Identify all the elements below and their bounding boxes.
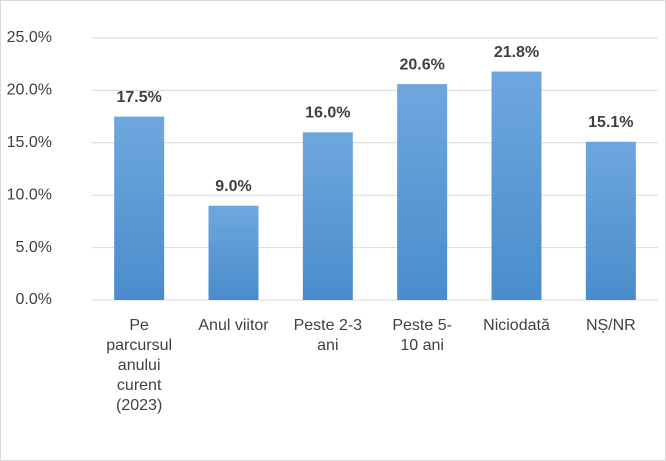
data-label: 17.5% xyxy=(116,89,161,106)
x-tick-label: Peste 2-3 ani xyxy=(293,317,363,354)
bar xyxy=(302,132,353,300)
bar xyxy=(585,141,636,300)
bar xyxy=(114,116,165,300)
y-tick-label: 25.0% xyxy=(7,29,52,46)
y-tick-label: 0.0% xyxy=(16,291,52,308)
x-tick-label: Pe parcursul anului curent (2023) xyxy=(106,317,173,414)
x-tick-label: Anul viitor xyxy=(198,317,269,334)
x-tick-label: Niciodată xyxy=(483,317,550,334)
data-label: 15.1% xyxy=(588,114,633,131)
bar xyxy=(208,205,259,300)
y-tick-label: 20.0% xyxy=(7,82,52,99)
bar xyxy=(491,71,542,300)
y-tick-label: 10.0% xyxy=(7,186,52,203)
bar xyxy=(397,84,448,300)
data-label: 9.0% xyxy=(215,178,251,195)
y-tick-label: 5.0% xyxy=(16,239,52,256)
y-tick-label: 15.0% xyxy=(7,134,52,151)
data-label: 21.8% xyxy=(494,44,539,61)
data-label: 16.0% xyxy=(305,105,350,122)
x-tick-label: Peste 5-10 ani xyxy=(392,317,452,354)
data-label: 20.6% xyxy=(399,56,444,73)
x-tick-label: NȘ/NR xyxy=(585,317,636,334)
